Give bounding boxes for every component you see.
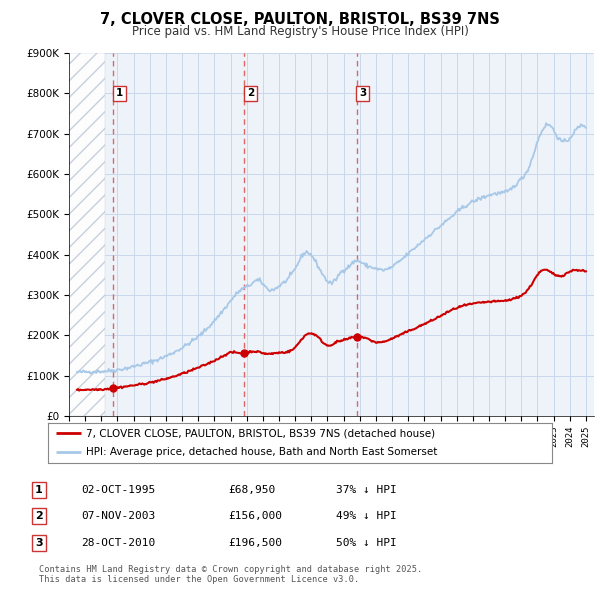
Text: 3: 3 bbox=[35, 538, 43, 548]
Text: 2: 2 bbox=[35, 512, 43, 521]
Text: £196,500: £196,500 bbox=[228, 538, 282, 548]
Text: 49% ↓ HPI: 49% ↓ HPI bbox=[336, 512, 397, 521]
Text: 7, CLOVER CLOSE, PAULTON, BRISTOL, BS39 7NS: 7, CLOVER CLOSE, PAULTON, BRISTOL, BS39 … bbox=[100, 12, 500, 27]
Text: 1: 1 bbox=[116, 88, 123, 99]
Text: 50% ↓ HPI: 50% ↓ HPI bbox=[336, 538, 397, 548]
Text: 07-NOV-2003: 07-NOV-2003 bbox=[81, 512, 155, 521]
Text: 7, CLOVER CLOSE, PAULTON, BRISTOL, BS39 7NS (detached house): 7, CLOVER CLOSE, PAULTON, BRISTOL, BS39 … bbox=[86, 428, 435, 438]
Text: 37% ↓ HPI: 37% ↓ HPI bbox=[336, 485, 397, 494]
Text: 3: 3 bbox=[359, 88, 366, 99]
Text: £156,000: £156,000 bbox=[228, 512, 282, 521]
Text: HPI: Average price, detached house, Bath and North East Somerset: HPI: Average price, detached house, Bath… bbox=[86, 447, 437, 457]
Text: 1: 1 bbox=[35, 485, 43, 494]
Text: 02-OCT-1995: 02-OCT-1995 bbox=[81, 485, 155, 494]
Text: Price paid vs. HM Land Registry's House Price Index (HPI): Price paid vs. HM Land Registry's House … bbox=[131, 25, 469, 38]
Text: 28-OCT-2010: 28-OCT-2010 bbox=[81, 538, 155, 548]
Text: Contains HM Land Registry data © Crown copyright and database right 2025.
This d: Contains HM Land Registry data © Crown c… bbox=[39, 565, 422, 584]
Text: £68,950: £68,950 bbox=[228, 485, 275, 494]
Text: 2: 2 bbox=[247, 88, 254, 99]
